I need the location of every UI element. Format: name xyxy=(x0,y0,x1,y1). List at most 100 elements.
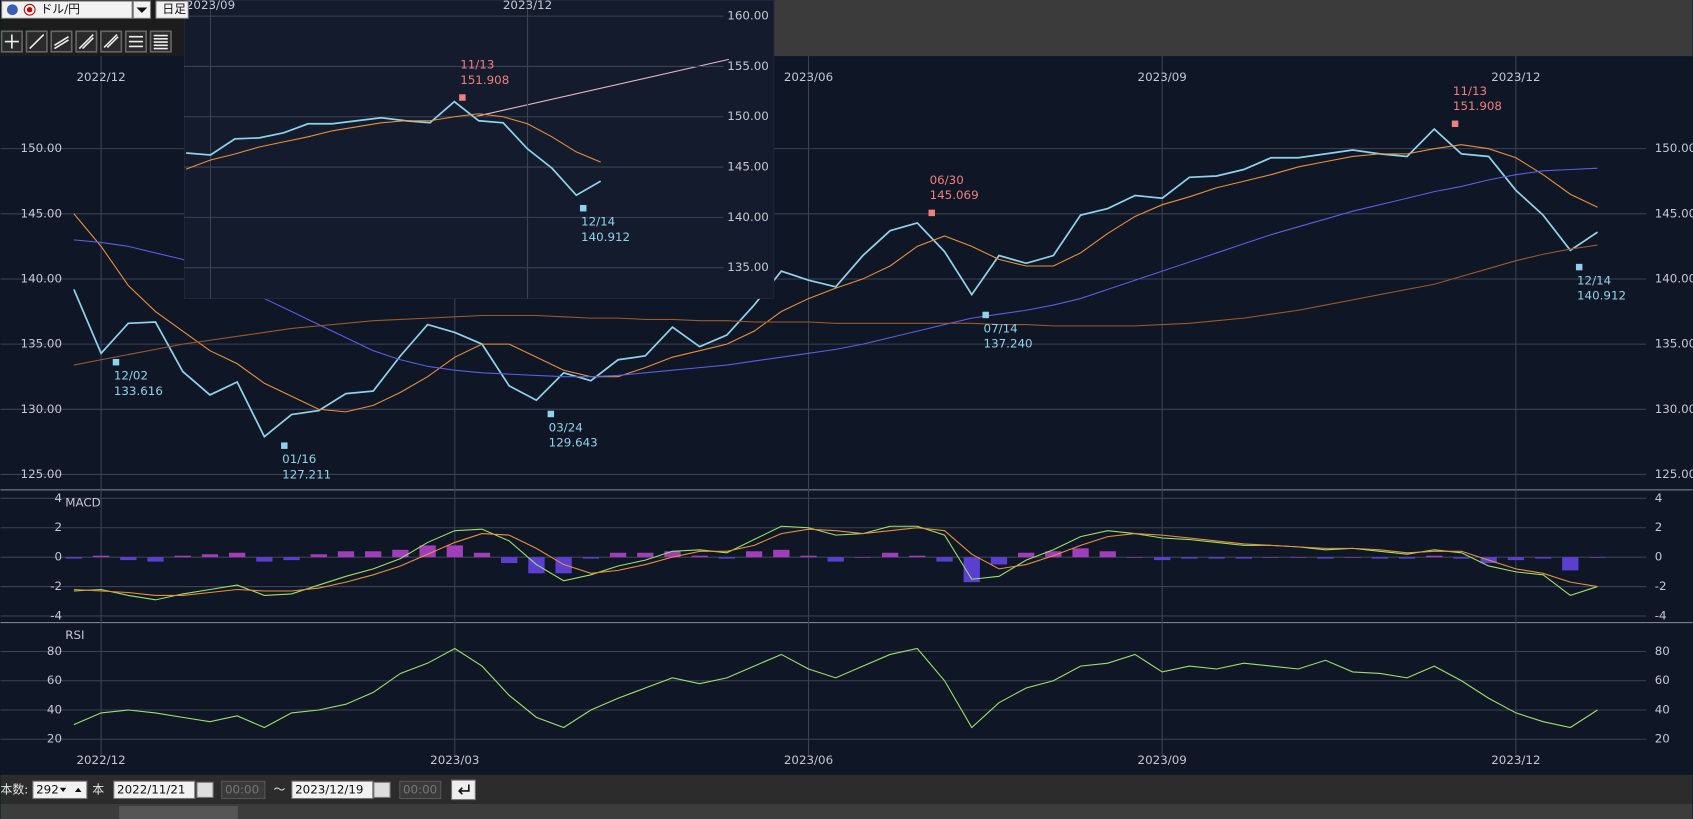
histogram-bar xyxy=(1099,551,1116,558)
y-tick-label: -2 xyxy=(50,579,62,593)
symbol-select[interactable] xyxy=(1,0,133,19)
y-tick-label-right: 150.00 xyxy=(1655,141,1693,155)
y-tick-label: 145.00 xyxy=(21,206,63,220)
apply-button[interactable] xyxy=(451,779,476,801)
extreme-price: 137.240 xyxy=(984,337,1033,351)
extreme-price: 127.211 xyxy=(282,467,331,481)
extreme-marker xyxy=(1575,263,1583,271)
y-tick-label-right: 40 xyxy=(1655,702,1670,716)
histogram-bar xyxy=(909,555,926,558)
histogram-bar xyxy=(174,555,191,558)
from-time: 00:00 xyxy=(225,782,259,796)
to-date-input[interactable] xyxy=(291,780,374,800)
y-tick-label-right: 135.00 xyxy=(1655,337,1693,351)
extreme-marker xyxy=(112,358,120,366)
histogram-bar xyxy=(1371,557,1389,559)
x-tick-label: 2023/09 xyxy=(1138,70,1187,84)
y-tick-label: 80 xyxy=(47,644,62,658)
y-tick-label: 20 xyxy=(47,732,62,746)
series-line xyxy=(73,527,1598,596)
extreme-price: 140.912 xyxy=(1577,289,1626,303)
histogram-bar xyxy=(256,557,273,562)
series-line xyxy=(186,100,602,197)
icon xyxy=(54,35,69,50)
extreme-price: 145.069 xyxy=(930,188,979,202)
extreme-price: 151.908 xyxy=(460,73,509,87)
series-line xyxy=(73,144,1598,413)
flag-jp-dot xyxy=(26,7,33,13)
y-tick-label-right: 140.00 xyxy=(727,210,769,224)
count-up[interactable] xyxy=(74,787,82,793)
from-calendar[interactable] xyxy=(196,781,214,798)
histogram-bar xyxy=(1562,557,1579,571)
x-tick-label-bottom: 2023/09 xyxy=(1138,753,1187,767)
inset-background xyxy=(183,0,775,299)
symbol-text: ドル/円 xyxy=(40,2,80,16)
y-tick-label-right: -4 xyxy=(1655,608,1667,622)
extreme-marker xyxy=(459,94,466,101)
histogram-bar xyxy=(1262,557,1280,558)
y-tick-label-right: 150.00 xyxy=(727,109,769,123)
from-time-input[interactable] xyxy=(221,780,266,800)
histogram-bar xyxy=(691,555,708,558)
count-down[interactable] xyxy=(59,787,67,793)
extreme-price: 140.912 xyxy=(581,230,630,244)
histogram-bar xyxy=(637,552,654,558)
count-input[interactable] xyxy=(32,780,88,800)
extreme-date: 11/13 xyxy=(1453,84,1487,98)
to-time-input[interactable] xyxy=(399,780,442,800)
y-tick-label-right: 20 xyxy=(1655,732,1670,746)
extreme-marker xyxy=(1451,120,1459,128)
count-unit: 本 xyxy=(92,782,104,796)
y-tick-label-right: 145.00 xyxy=(1655,206,1693,220)
histogram-bar xyxy=(1534,557,1552,559)
histogram-bar xyxy=(147,557,164,562)
y-tick-label: -4 xyxy=(50,608,62,622)
histogram-bar xyxy=(963,557,980,583)
histogram-bar xyxy=(419,545,436,558)
histogram-bar xyxy=(745,551,763,558)
histogram-bar xyxy=(1181,557,1198,559)
extreme-date: 06/30 xyxy=(930,173,964,187)
dropdown-arrow xyxy=(136,7,148,13)
extreme-marker xyxy=(281,442,288,449)
histogram-bar xyxy=(1344,557,1361,558)
extreme-price: 151.908 xyxy=(1453,99,1502,113)
y-tick-label: 4 xyxy=(54,491,62,505)
y-tick-label-right: 80 xyxy=(1655,644,1670,658)
histogram-bar xyxy=(65,557,83,559)
series-line xyxy=(185,113,601,170)
extreme-date: 12/14 xyxy=(1577,274,1611,288)
histogram-bar xyxy=(201,554,219,558)
histogram-bar xyxy=(664,551,681,558)
y-tick-label-right: 130.00 xyxy=(1655,402,1693,416)
histogram-bar xyxy=(827,557,844,562)
x-tick-label-bottom: 2022/12 xyxy=(76,753,125,767)
icon xyxy=(4,34,19,49)
from-date-input[interactable] xyxy=(113,780,196,800)
y-tick-label: 150.00 xyxy=(21,141,63,155)
histogram-bar xyxy=(1290,557,1307,558)
tab[interactable] xyxy=(119,806,238,819)
to-calendar[interactable] xyxy=(373,781,391,798)
y-tick-label: 60 xyxy=(47,673,62,687)
panel-title: RSI xyxy=(65,628,84,642)
x-tick-label: 2023/12 xyxy=(1491,70,1540,84)
y-tick-label: 125.00 xyxy=(21,467,63,481)
footer: 本数: 292 本 2022/11/21 00:00 〜 2023/12/19 … xyxy=(0,774,1693,819)
x-tick-label: 2023/12 xyxy=(503,0,552,12)
timeframe-select[interactable] xyxy=(155,0,189,19)
extreme-date: 03/24 xyxy=(549,420,583,434)
histogram-bar xyxy=(365,551,382,558)
top-gray-area xyxy=(774,0,1693,57)
extreme-date: 11/13 xyxy=(460,58,494,72)
histogram-bar xyxy=(773,549,790,558)
y-tick-label-right: 135.00 xyxy=(727,260,769,274)
icon xyxy=(153,34,168,50)
histogram-bar xyxy=(1154,557,1171,561)
histogram-bar xyxy=(718,557,736,559)
histogram-bar xyxy=(1426,555,1443,558)
footer-background xyxy=(0,774,1693,804)
histogram-bar xyxy=(555,557,572,574)
histogram-bar xyxy=(936,557,953,562)
